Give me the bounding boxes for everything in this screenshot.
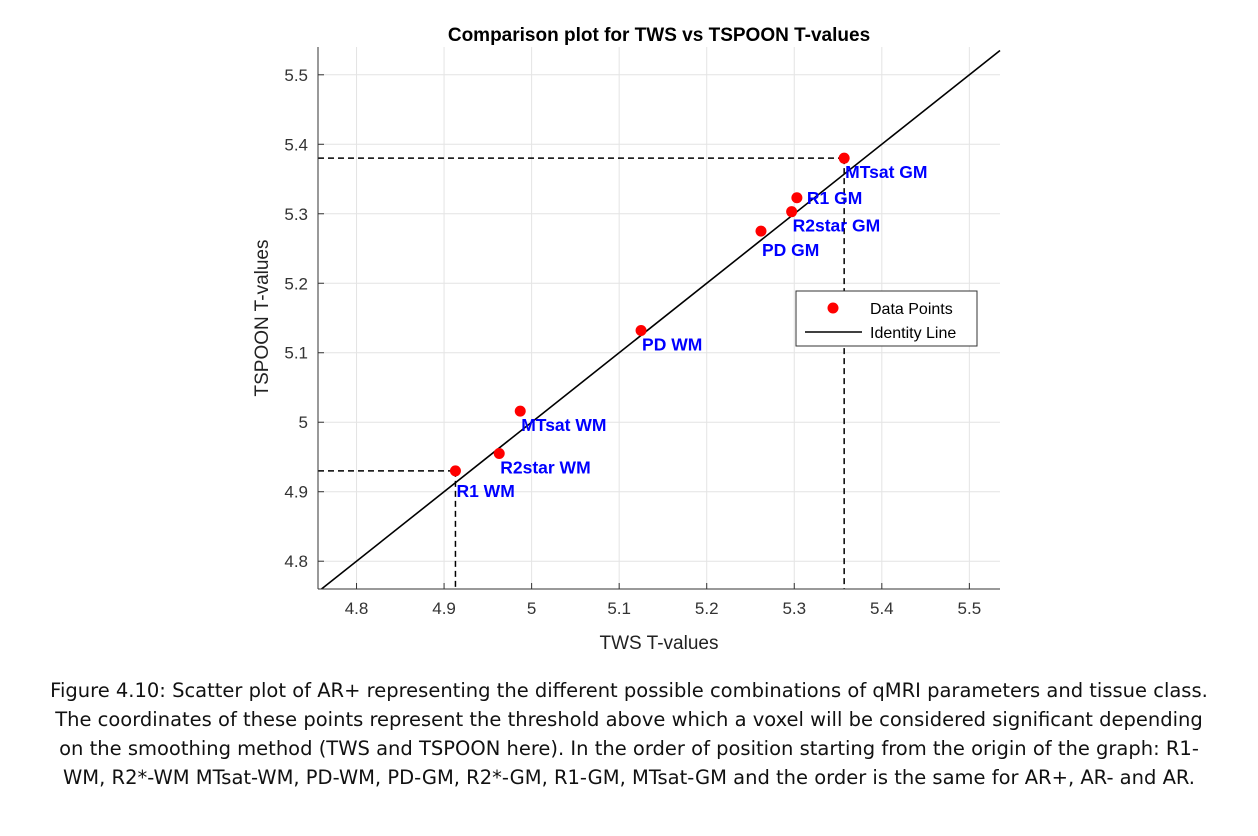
x-tick-label: 5.4 [870,599,894,618]
data-points: R1 WM R2star WM MTsat WM PD WM PD GM R2star G… [449,152,927,501]
x-tick-label: 5.5 [958,599,982,618]
y-tick-label: 5.4 [284,135,308,154]
data-point [493,448,505,459]
reference-lines [318,157,845,589]
data-point-label: R1 WM [456,481,514,501]
grid [318,47,1000,589]
legend-label: Data Points [870,301,953,318]
ticks: 4.8 4.9 5 5.1 5.2 5.3 5.4 5.5 4.8 4.9 5 5.1 5.2 5.3 5.… [284,66,981,618]
y-tick-label: 5.3 [284,205,308,224]
data-point-label: MTsat WM [521,415,606,435]
data-point [838,152,850,164]
data-point-label: MTsat GM [845,162,927,182]
data-point-label: R2star GM [793,216,881,236]
data-point [635,325,647,337]
chart-title: Comparison plot for TWS vs TSPOON T-valu… [448,25,870,46]
y-tick-label: 5.2 [284,274,308,293]
x-tick-label: 5 [527,599,536,618]
x-tick-label: 5.1 [607,599,631,618]
legend-box [795,290,978,347]
legend-label: Identity Line [870,325,956,342]
data-point-label: R2star WM [500,458,590,478]
y-tick-label: 5.5 [284,66,308,85]
data-point [514,405,526,417]
x-tick-label: 4.9 [432,599,456,618]
legend-marker-data-points [827,302,839,314]
data-point-label: PD GM [762,240,819,260]
figure-caption: Figure 4.10: Scatter plot of AR+ represe… [50,679,1208,789]
y-tick-label: 4.8 [284,552,308,571]
y-tick-label: 4.9 [284,483,308,502]
x-axis-label: TWS T-values [600,633,719,654]
y-tick-label: 5 [299,413,308,432]
data-point [755,225,767,237]
scatter-chart: 4.8 4.9 5 5.1 5.2 5.3 5.4 5.5 4.8 4.9 5 5.1 5.2 5.3 5.… [252,25,1001,654]
data-point [786,206,798,218]
x-tick-label: 4.8 [345,599,369,618]
identity-line [321,49,1001,590]
y-tick-label: 5.1 [284,344,308,363]
data-point [449,465,461,477]
legend: Data Points Identity Line [795,290,978,347]
x-tick-label: 5.2 [695,599,719,618]
x-tick-label: 5.3 [782,599,806,618]
y-axis-label: TSPOON T-values [252,240,273,397]
data-point-label: PD WM [642,335,702,355]
data-point [791,192,803,204]
data-point-label: R1 GM [807,188,862,208]
